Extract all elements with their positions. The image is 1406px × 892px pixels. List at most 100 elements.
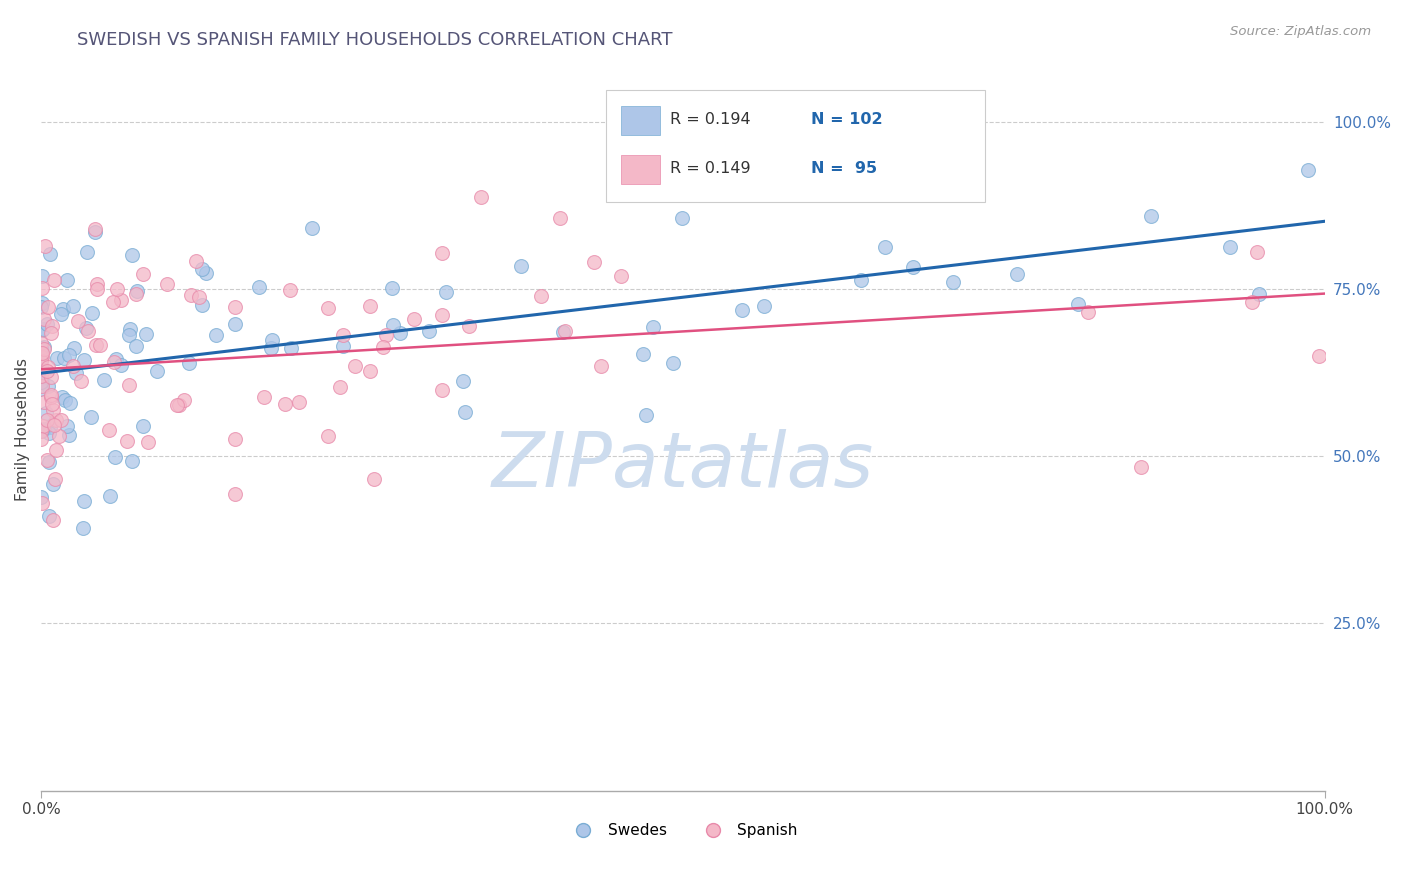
Point bbox=[132, 419, 155, 434]
Point bbox=[344, 359, 367, 374]
Point bbox=[316, 429, 339, 443]
Point bbox=[51, 412, 73, 426]
Point bbox=[30, 359, 52, 374]
Point bbox=[70, 374, 93, 388]
Point bbox=[32, 322, 55, 336]
Point bbox=[110, 293, 132, 307]
Point bbox=[127, 284, 149, 298]
Point bbox=[873, 240, 896, 254]
Point bbox=[30, 335, 52, 350]
Point bbox=[121, 247, 143, 261]
Point bbox=[188, 290, 211, 304]
Point bbox=[375, 328, 398, 343]
Point bbox=[329, 380, 352, 394]
Text: N = 102: N = 102 bbox=[811, 112, 883, 127]
Point bbox=[41, 319, 63, 334]
Point bbox=[42, 273, 65, 287]
Point bbox=[1296, 163, 1319, 178]
Point bbox=[363, 472, 385, 486]
Point bbox=[39, 420, 62, 434]
Point bbox=[34, 340, 56, 354]
Point bbox=[381, 281, 404, 295]
Point bbox=[121, 454, 143, 468]
Point bbox=[671, 211, 693, 225]
Point bbox=[52, 351, 75, 365]
Point bbox=[754, 299, 776, 313]
Point bbox=[104, 450, 127, 465]
Point bbox=[453, 375, 475, 389]
Point bbox=[83, 226, 105, 240]
Point bbox=[31, 379, 53, 393]
Point bbox=[30, 424, 52, 438]
Point bbox=[633, 346, 655, 360]
Point bbox=[1219, 240, 1241, 254]
Point bbox=[591, 359, 613, 373]
Point bbox=[39, 388, 62, 402]
Point bbox=[530, 289, 553, 303]
Point bbox=[1140, 209, 1163, 223]
Point bbox=[37, 413, 59, 427]
Point bbox=[1240, 294, 1263, 309]
Point bbox=[76, 245, 98, 260]
Point bbox=[118, 328, 141, 343]
Point bbox=[103, 355, 125, 369]
Point bbox=[58, 396, 80, 410]
Point bbox=[30, 365, 52, 379]
Point bbox=[46, 351, 69, 365]
Point bbox=[31, 376, 53, 390]
Point bbox=[643, 320, 665, 334]
Point bbox=[65, 366, 87, 380]
FancyBboxPatch shape bbox=[606, 90, 984, 202]
Point bbox=[30, 375, 52, 389]
Text: R = 0.194: R = 0.194 bbox=[671, 112, 751, 127]
Point bbox=[125, 287, 148, 301]
Point bbox=[89, 338, 111, 352]
Point bbox=[38, 425, 60, 440]
Point bbox=[56, 273, 79, 287]
Point bbox=[316, 301, 339, 315]
Point bbox=[30, 300, 52, 314]
Point bbox=[75, 321, 97, 335]
Point bbox=[120, 322, 142, 336]
Point bbox=[274, 397, 297, 411]
Point bbox=[52, 302, 75, 317]
Point bbox=[817, 179, 839, 194]
Point bbox=[30, 354, 52, 368]
Point bbox=[382, 318, 405, 332]
Point bbox=[941, 276, 963, 290]
Point bbox=[55, 418, 77, 433]
Point bbox=[807, 188, 830, 202]
Point bbox=[332, 327, 354, 342]
Point bbox=[167, 398, 190, 412]
Y-axis label: Family Households: Family Households bbox=[15, 358, 30, 501]
Point bbox=[731, 303, 754, 318]
Point bbox=[37, 379, 59, 393]
Point bbox=[30, 342, 52, 356]
Point bbox=[38, 508, 60, 523]
Point bbox=[31, 346, 53, 360]
Point bbox=[553, 326, 575, 340]
Point bbox=[851, 273, 873, 287]
Point bbox=[39, 246, 62, 260]
Point bbox=[301, 220, 323, 235]
Point bbox=[84, 222, 107, 236]
Point bbox=[554, 325, 576, 339]
Point bbox=[278, 283, 301, 297]
Text: N =  95: N = 95 bbox=[811, 161, 877, 176]
Point bbox=[458, 319, 481, 334]
Point bbox=[454, 405, 477, 419]
Text: ZIPat​atlas: ZIPat​atlas bbox=[492, 429, 875, 503]
Point bbox=[1308, 350, 1330, 364]
Point bbox=[31, 269, 53, 284]
Point bbox=[1005, 267, 1028, 281]
Point bbox=[73, 352, 96, 367]
Point bbox=[41, 390, 63, 404]
Point bbox=[224, 317, 246, 331]
Point bbox=[67, 314, 90, 328]
Point bbox=[31, 323, 53, 337]
Point bbox=[93, 373, 115, 387]
Point bbox=[44, 472, 66, 486]
Bar bbox=[621, 155, 659, 184]
Point bbox=[42, 418, 65, 433]
Point bbox=[34, 238, 56, 252]
